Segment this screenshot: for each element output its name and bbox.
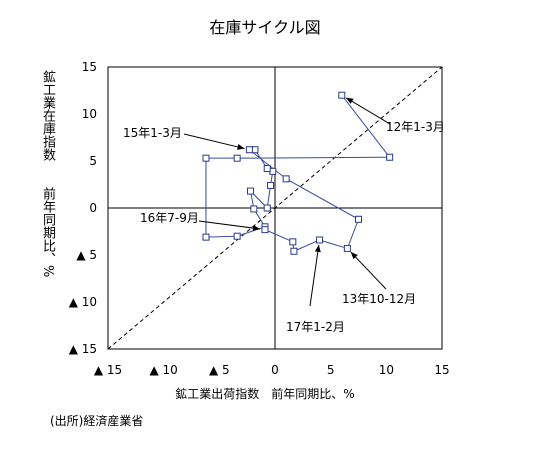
y-axis-label: 鉱工業在庫指数 前年同期比、%	[40, 70, 55, 278]
annotation-arrow	[350, 251, 387, 290]
annotation-arrow	[345, 97, 391, 125]
data-point	[250, 205, 258, 213]
x-tick-label: 5	[327, 363, 335, 377]
x-tick-label: 10	[379, 363, 394, 377]
annotation-label: 15年1-3月	[123, 126, 182, 140]
x-tick-label: 0	[271, 363, 279, 377]
y-tick-label: 0	[89, 201, 97, 215]
annotation-arrowhead	[252, 225, 261, 232]
data-point	[355, 215, 362, 223]
chart-title: 在庫サイクル図	[209, 18, 320, 37]
x-tick-label: ▲ 10	[150, 363, 178, 377]
annotation-arrowhead	[314, 244, 321, 253]
annotation-label: 12年1-3月	[386, 120, 445, 134]
y-tick-label: 10	[82, 107, 97, 121]
x-axis-label: 鉱工業出荷指数 前年同期比、%	[175, 386, 354, 401]
data-point	[267, 181, 275, 189]
y-tick-label: ▲ 10	[69, 295, 97, 309]
x-tick-label: ▲ 5	[209, 363, 230, 377]
y-tick-labels: 15 10 5 0 ▲ 5 ▲ 10 ▲ 15	[69, 60, 97, 356]
data-point	[245, 146, 253, 154]
x-tick-label: 15	[434, 363, 449, 377]
annotation-arrow	[309, 244, 320, 307]
data-point	[202, 154, 210, 162]
y-tick-label: ▲ 15	[69, 342, 97, 356]
annotation-arrow	[198, 220, 261, 230]
data-point	[282, 175, 290, 183]
y-tick-label: 15	[82, 60, 97, 74]
data-point	[289, 238, 297, 246]
annotation-arrow	[183, 133, 245, 150]
x-tick-labels: ▲ 15 ▲ 10 ▲ 5 0 5 10 15	[94, 363, 450, 377]
data-point	[202, 233, 210, 241]
annotation-arrowhead	[346, 97, 354, 104]
y-tick-label: 5	[89, 154, 97, 168]
annotation-label: 13年10-12月	[342, 292, 416, 306]
data-point	[316, 236, 324, 244]
annotation-label: 17年1-2月	[286, 320, 345, 334]
data-point	[247, 187, 255, 195]
x-tick-label: ▲ 15	[94, 363, 122, 377]
data-point	[338, 91, 346, 99]
data-point	[263, 165, 271, 173]
diagonal-reference-line	[107, 66, 443, 350]
series-markers	[202, 91, 394, 255]
data-point	[343, 244, 351, 252]
data-point	[261, 226, 269, 234]
data-point	[386, 153, 394, 161]
data-point	[290, 247, 298, 255]
annotation-arrowhead	[237, 143, 245, 150]
data-point	[233, 232, 241, 240]
y-tick-label: ▲ 5	[76, 248, 97, 262]
annotations: 12年1-3月 15年1-3月 16年7-9月 13年10-12月 17年1-2月	[123, 97, 445, 334]
data-point	[233, 154, 241, 162]
series-line	[205, 94, 391, 252]
annotation-label: 16年7-9月	[140, 211, 199, 225]
source-note: (出所)経済産業省	[50, 414, 144, 428]
annotation-arrowhead	[350, 252, 358, 260]
data-point	[263, 204, 271, 212]
